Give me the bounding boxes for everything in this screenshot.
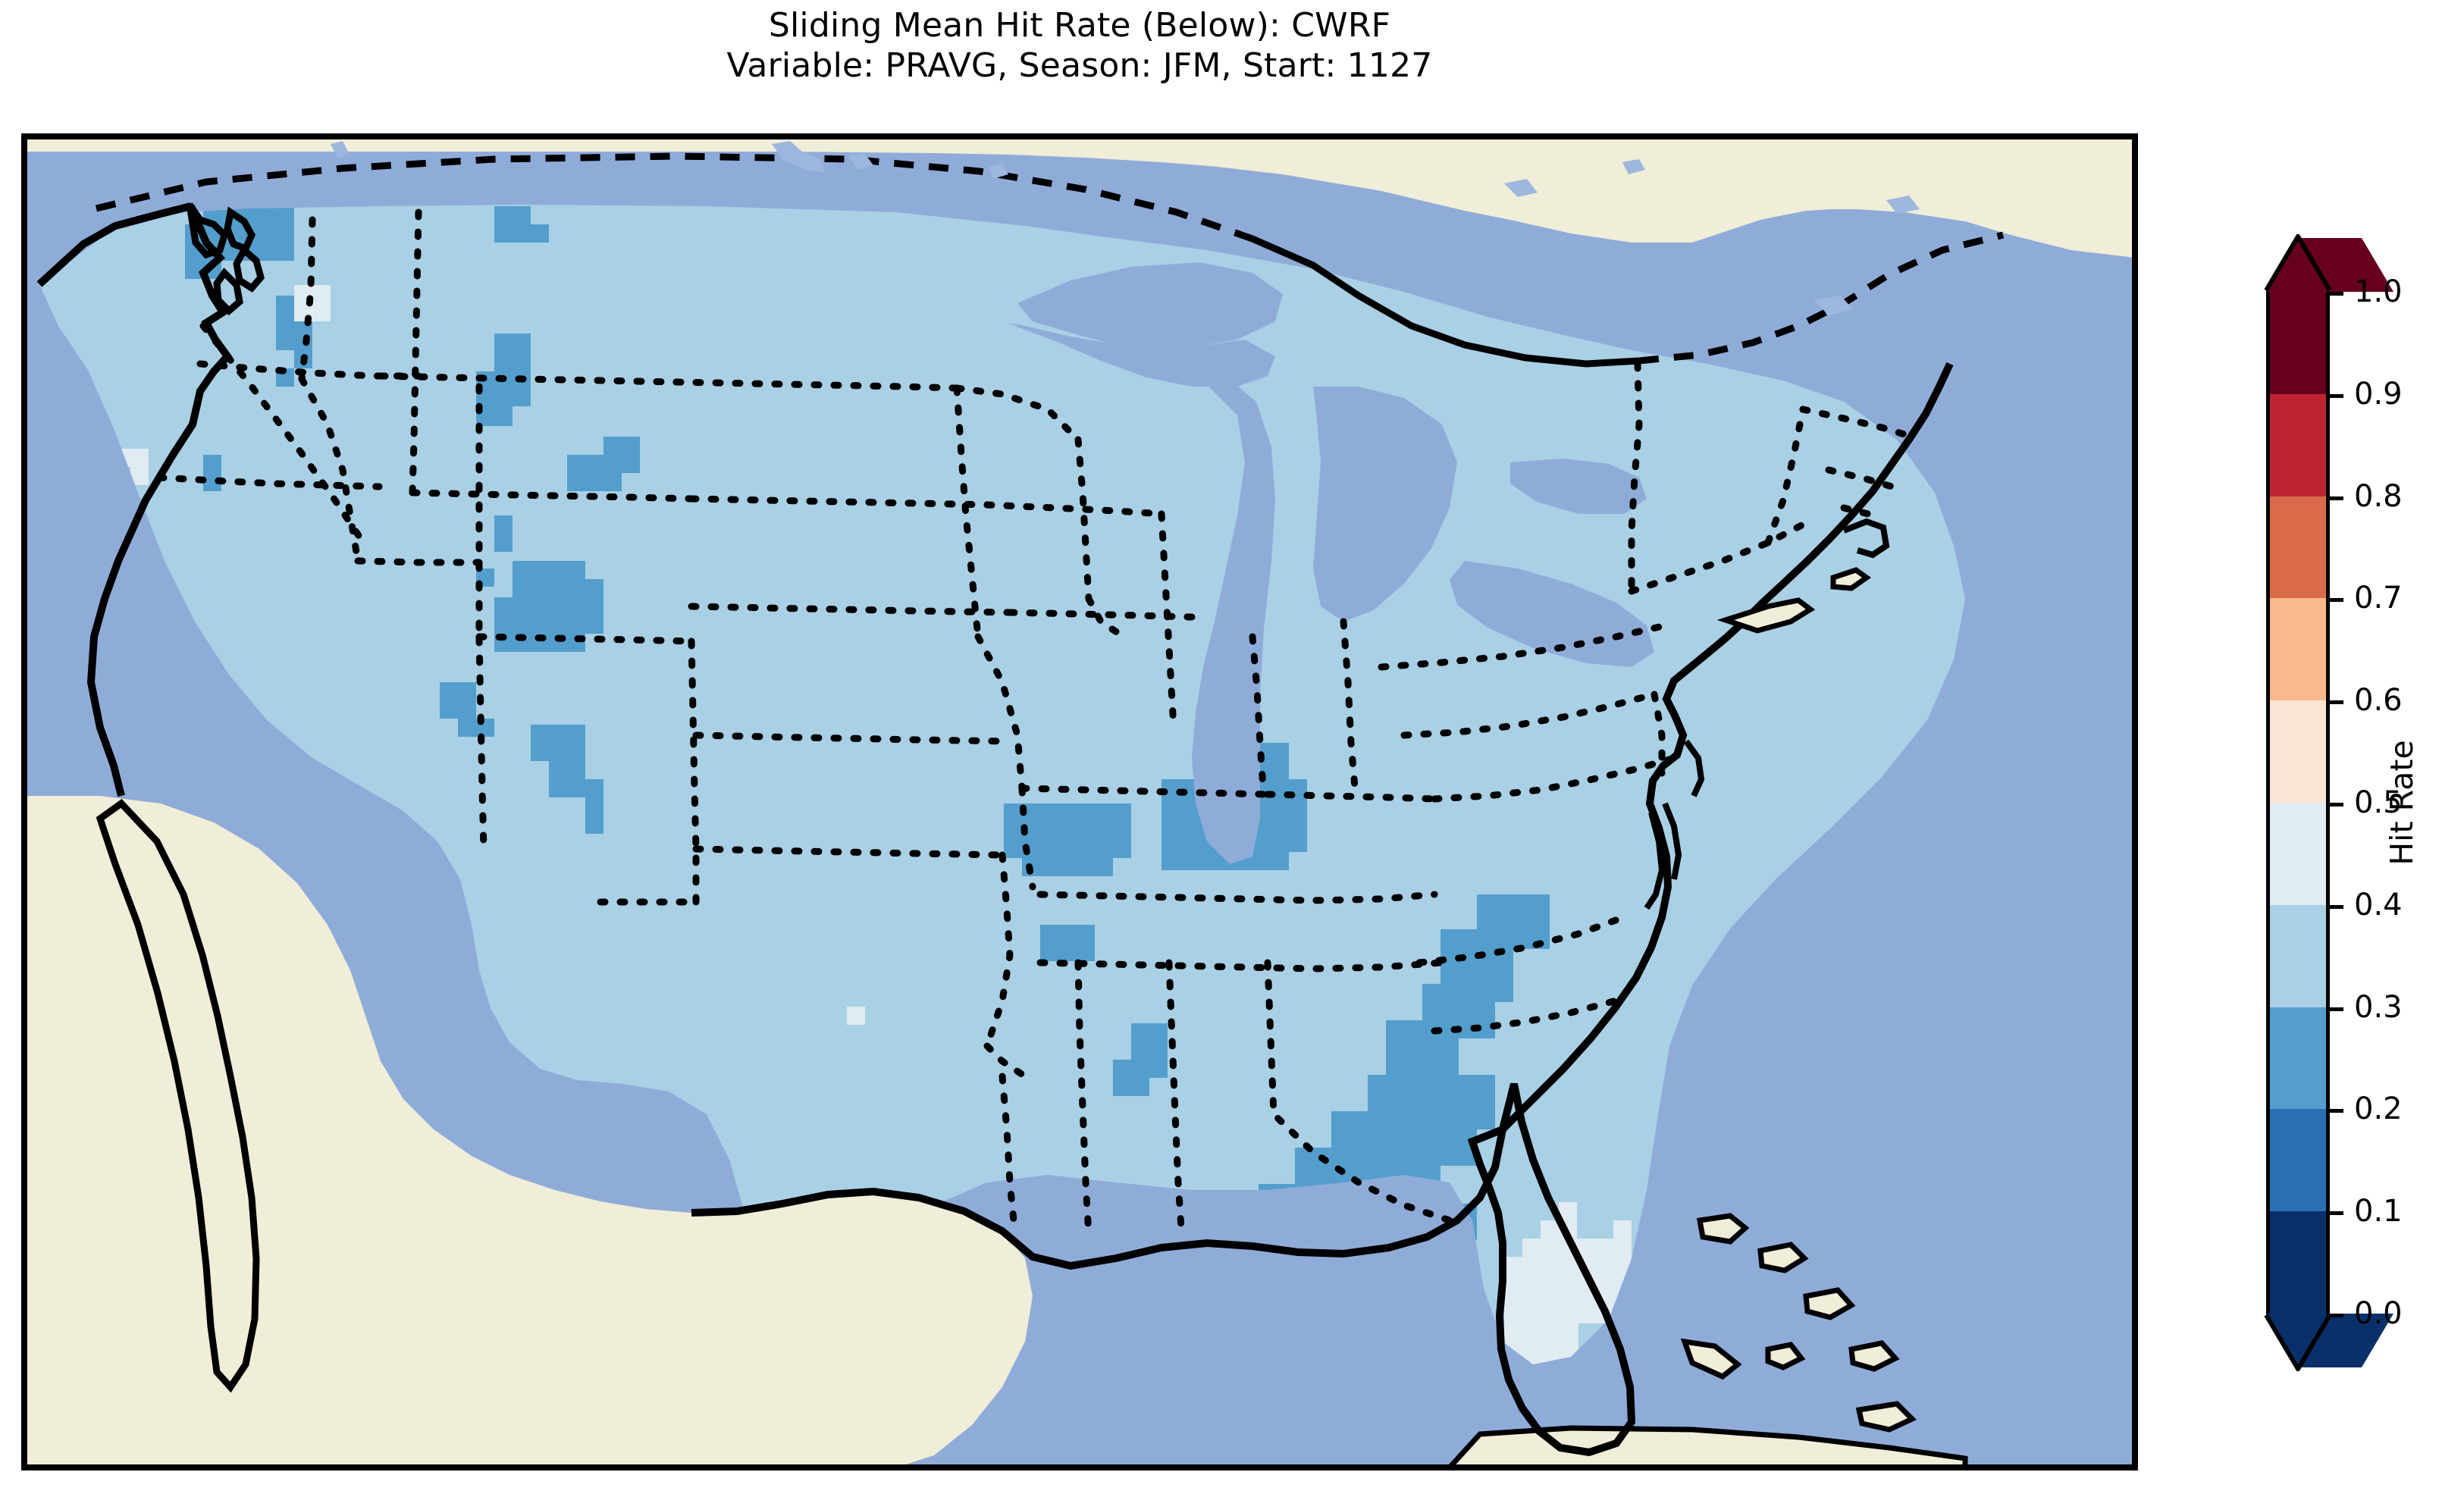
colorbar-tick-label-8: 0.2 bbox=[2354, 1092, 2403, 1127]
colorbar-tick-1 bbox=[2327, 393, 2343, 398]
colorbar-tick-3 bbox=[2327, 598, 2343, 603]
baja-peninsula bbox=[96, 799, 260, 1393]
title-line-1: Sliding Mean Hit Rate (Below): CWRF bbox=[768, 6, 1391, 45]
colorbar-band-9 bbox=[2269, 1211, 2327, 1314]
colorbar-tick-10 bbox=[2327, 1314, 2343, 1317]
east-coastline bbox=[1500, 362, 1954, 1132]
colorbar-tick-0 bbox=[2327, 292, 2343, 296]
cape-cod bbox=[1842, 518, 1890, 559]
map-canvas bbox=[24, 136, 2135, 1467]
title-line-2: Variable: PRAVG, Season: JFM, Start: 112… bbox=[726, 45, 1433, 85]
geography-layer bbox=[24, 136, 2135, 1467]
colorbar-band-8 bbox=[2269, 1109, 2327, 1212]
chesapeake-bay bbox=[1644, 739, 1705, 910]
canada-us-border bbox=[95, 152, 1254, 243]
colorbar-tick-6 bbox=[2327, 904, 2343, 909]
colorbar-tick-9 bbox=[2327, 1211, 2343, 1216]
colorbar-under-arrow-outline bbox=[2264, 1314, 2332, 1371]
colorbar-title: Hit Rate bbox=[2384, 740, 2420, 866]
colorbar-band-5 bbox=[2269, 803, 2327, 905]
colorbar-tick-label-3: 0.7 bbox=[2354, 581, 2403, 616]
colorbar-under-arrow bbox=[2266, 1314, 2393, 1367]
gulf-coastline bbox=[691, 1129, 1506, 1270]
west-coastline bbox=[36, 202, 233, 797]
colorbar-over-arrow bbox=[2266, 238, 2393, 292]
colorbar-band-1 bbox=[2269, 393, 2327, 496]
colorbar-band-0 bbox=[2269, 292, 2327, 394]
great-lakes bbox=[1007, 262, 1654, 864]
colorbar-tick-4 bbox=[2327, 700, 2343, 705]
long-island bbox=[1716, 567, 1872, 634]
colorbar-over-arrow-outline bbox=[2264, 234, 2332, 292]
page-title: Sliding Mean Hit Rate (Below): CWRF Vari… bbox=[0, 6, 2159, 86]
florida-coastline bbox=[1467, 1082, 1636, 1457]
map-axes[interactable] bbox=[21, 133, 2138, 1471]
colorbar-tick-7 bbox=[2327, 1007, 2343, 1011]
colorbar-band-4 bbox=[2269, 700, 2327, 803]
colorbar-tick-8 bbox=[2327, 1109, 2343, 1113]
canada-small-lakes bbox=[331, 141, 1920, 315]
colorbar-band-7 bbox=[2269, 1007, 2327, 1110]
colorbar-tick-label-7: 0.3 bbox=[2354, 989, 2403, 1025]
canada-fill-2 bbox=[24, 136, 2135, 250]
colorbar-tick-label-0: 1.0 bbox=[2354, 274, 2403, 309]
puget-sound bbox=[186, 202, 265, 316]
colorbar-tick-label-9: 0.1 bbox=[2354, 1194, 2403, 1229]
colorbar-outline bbox=[2266, 289, 2330, 1317]
colorbar-tick-label-10: 0.0 bbox=[2354, 1296, 2403, 1331]
canada-us-border-east bbox=[1638, 231, 2005, 365]
colorbar-band-2 bbox=[2269, 496, 2327, 599]
colorbar-tick-label-4: 0.6 bbox=[2354, 683, 2403, 719]
colorbar-tick-label-1: 0.9 bbox=[2354, 376, 2403, 412]
mexico-landmass bbox=[24, 796, 1033, 1467]
colorbar-tick-label-6: 0.4 bbox=[2354, 887, 2403, 922]
state-borders bbox=[155, 208, 1916, 1239]
colorbar-tick-5 bbox=[2327, 803, 2343, 807]
colorbar-band-3 bbox=[2269, 598, 2327, 701]
colorbar-band-6 bbox=[2269, 904, 2327, 1007]
colorbar[interactable]: 1.0 0.9 0.8 0.7 0.6 0.5 0.4 0.3 0.2 0.1 0.0 bbox=[2264, 234, 2403, 1371]
colorbar-tick-label-2: 0.8 bbox=[2354, 478, 2403, 514]
great-lakes-border bbox=[1251, 235, 1640, 368]
caribbean-islands bbox=[1446, 1213, 1968, 1467]
colorbar-tick-2 bbox=[2327, 496, 2343, 500]
colorbar-tick-label-5: 0.5 bbox=[2354, 785, 2403, 820]
